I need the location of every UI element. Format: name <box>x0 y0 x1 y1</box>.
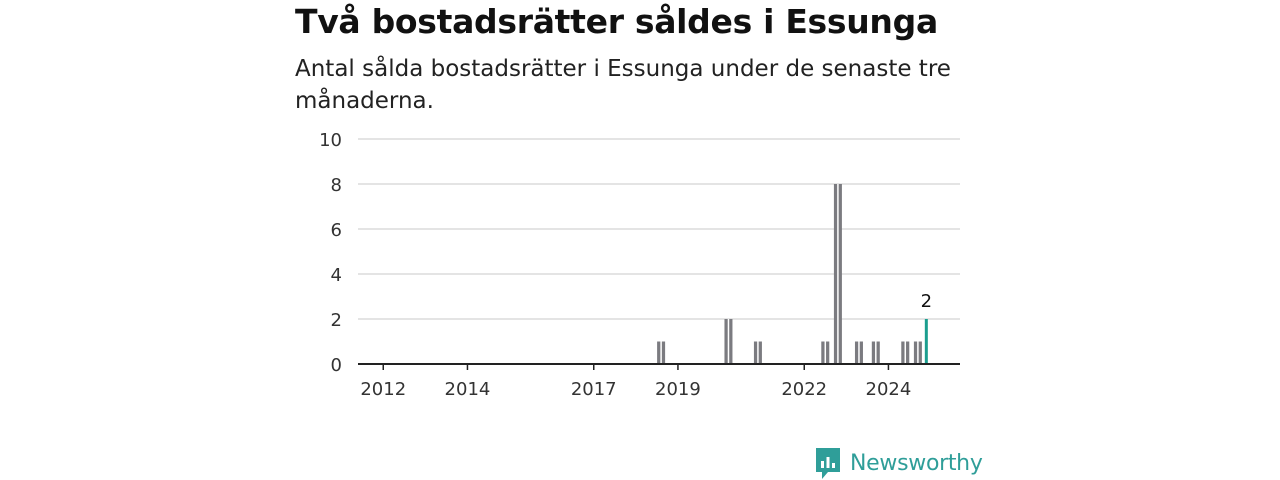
y-axis-ticks: 0 2 4 6 8 10 <box>319 130 342 376</box>
x-tick-label: 2022 <box>781 379 827 400</box>
y-tick-label: 6 <box>331 220 342 241</box>
highlight-bar <box>924 319 928 364</box>
bars <box>657 184 928 364</box>
x-tick-label: 2019 <box>655 379 701 400</box>
chart-title: Två bostadsrätter såldes i Essunga <box>295 2 938 41</box>
newsworthy-logo-icon <box>816 448 840 479</box>
data-label: 2 <box>921 291 932 312</box>
newsworthy-brand: Newsworthy <box>814 446 983 480</box>
x-tick-label: 2014 <box>445 379 491 400</box>
y-tick-label: 8 <box>331 175 342 196</box>
x-tick-label: 2017 <box>571 379 617 400</box>
x-axis-ticks: 2012 2014 2017 2019 2022 2024 <box>360 364 911 400</box>
data-labels: 2 <box>921 291 932 312</box>
brand-name: Newsworthy <box>850 450 983 476</box>
y-tick-label: 0 <box>331 355 342 376</box>
x-tick-label: 2012 <box>360 379 406 400</box>
gridlines <box>358 138 960 320</box>
y-tick-label: 10 <box>319 130 342 151</box>
x-tick-label: 2024 <box>866 379 912 400</box>
y-tick-label: 2 <box>331 310 342 331</box>
y-tick-label: 4 <box>331 265 342 286</box>
chart-subtitle: Antal sålda bostadsrätter i Essunga unde… <box>295 56 951 114</box>
